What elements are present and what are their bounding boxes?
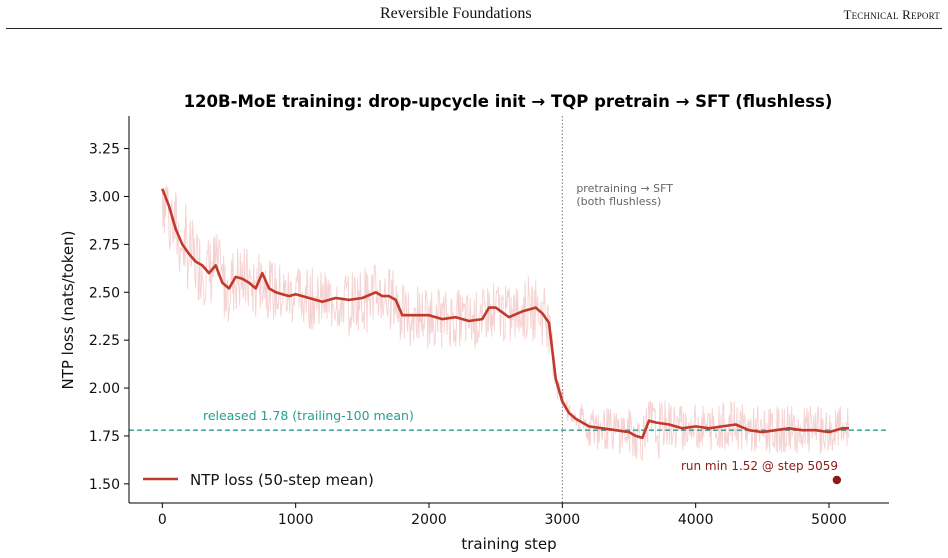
x-axis-label: training step (461, 535, 556, 553)
reference-lines (129, 116, 889, 503)
y-tick-label: 2.50 (89, 285, 120, 301)
series-layer (161, 188, 849, 440)
x-tick-label: 2000 (411, 512, 447, 528)
released-label: released 1.78 (trailing-100 mean) (203, 408, 414, 423)
page-header: Reversible Foundations Technical Report (0, 0, 948, 30)
run-min-point (832, 475, 842, 485)
y-tick-label: 2.00 (89, 381, 120, 397)
raw-loss-layer (161, 184, 850, 462)
legend-box (132, 462, 412, 496)
report-type-label: Technical Report (843, 7, 940, 22)
run-min-label: run min 1.52 @ step 5059 (681, 459, 838, 473)
x-tick-label: 0 (158, 512, 167, 528)
y-tick-label: 1.75 (89, 429, 120, 445)
phase-label-line2: (both flushless) (576, 195, 661, 208)
x-tick-label: 4000 (678, 512, 714, 528)
annotations: released 1.78 (trailing-100 mean) pretrai… (203, 182, 842, 485)
legend-label: NTP loss (50-step mean) (190, 471, 374, 489)
legend: NTP loss (50-step mean) (132, 462, 412, 496)
phase-label-line1: pretraining → SFT (576, 182, 673, 195)
ntp-loss-mean-line (161, 188, 849, 440)
header-rule (6, 28, 942, 29)
y-tick-label: 3.00 (89, 189, 120, 205)
x-tick-label: 5000 (811, 512, 847, 528)
y-axis-label: NTP loss (nats/token) (59, 230, 77, 389)
y-tick-label: 1.50 (89, 477, 120, 493)
running-title: Reversible Foundations (380, 5, 532, 22)
chart-title: 120B-MoE training: drop-upcycle init → T… (184, 92, 833, 111)
axes: 0 1000 2000 3000 4000 5000 1.50 1.75 2.00 2.25 2.5… (89, 116, 889, 528)
y-tick-label: 2.25 (89, 333, 120, 349)
y-tick-label: 3.25 (89, 142, 120, 158)
y-tick-label: 2.75 (89, 237, 120, 253)
x-tick-label: 1000 (278, 512, 314, 528)
raw-loss-trace (161, 184, 850, 462)
x-tick-label: 3000 (545, 512, 581, 528)
